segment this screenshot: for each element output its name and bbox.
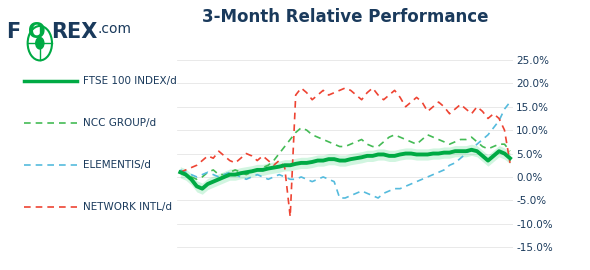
Text: .com: .com	[97, 22, 132, 36]
Text: NCC GROUP/d: NCC GROUP/d	[83, 118, 156, 128]
Text: REX: REX	[51, 22, 97, 42]
Text: FTSE 100 INDEX/d: FTSE 100 INDEX/d	[83, 76, 176, 86]
Text: ELEMENTIS/d: ELEMENTIS/d	[83, 160, 150, 170]
Text: NETWORK INTL/d: NETWORK INTL/d	[83, 201, 172, 212]
Text: O: O	[28, 22, 46, 42]
Circle shape	[36, 38, 44, 49]
Text: F: F	[6, 22, 20, 42]
Text: 3-Month Relative Performance: 3-Month Relative Performance	[202, 8, 489, 26]
